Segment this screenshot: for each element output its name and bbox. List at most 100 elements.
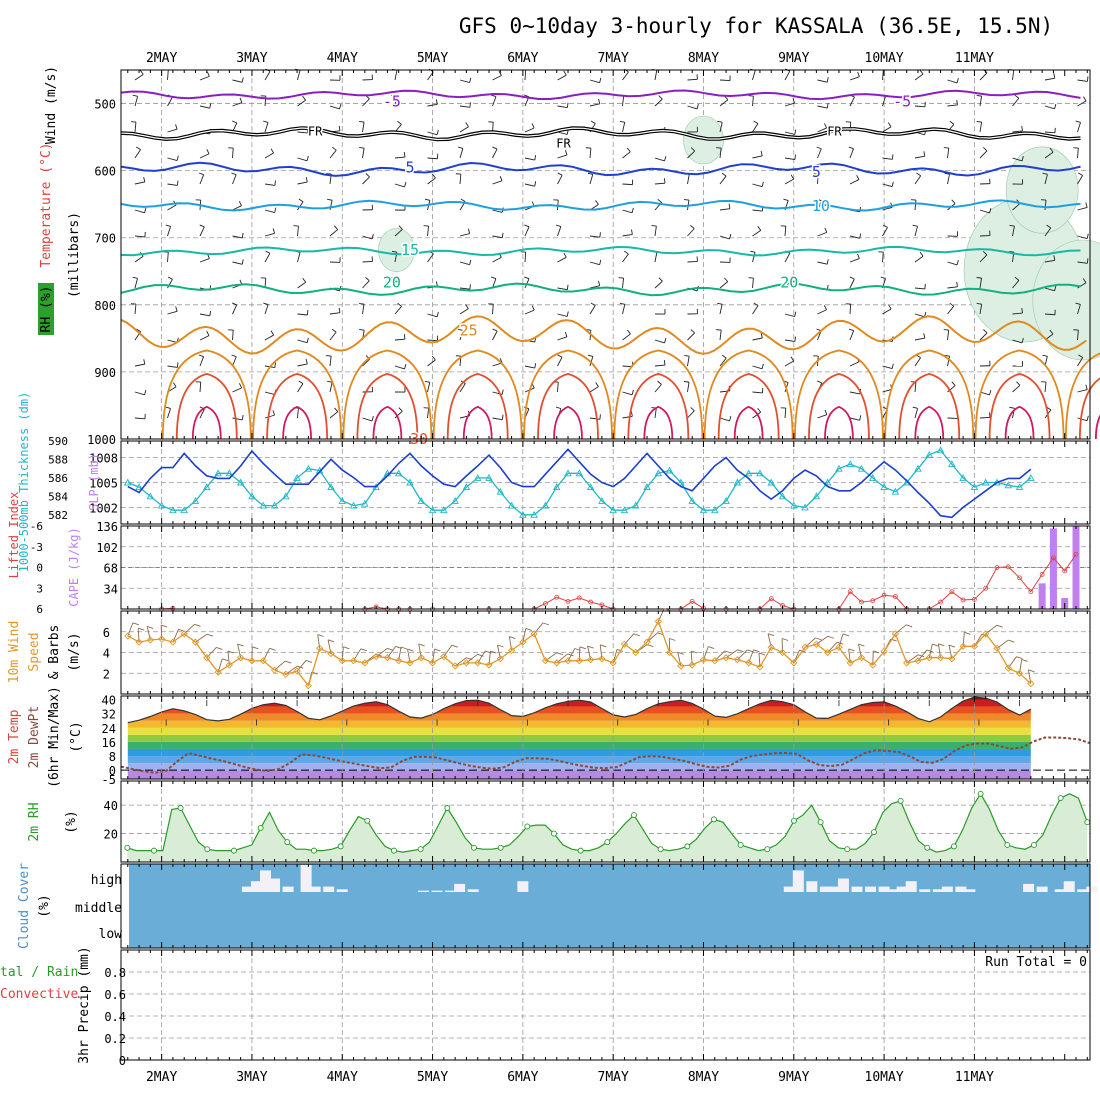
- high-cloud-bar: [792, 870, 804, 892]
- cloud-cover-panel: low middle high: [75, 863, 1098, 949]
- thickness-marker: [349, 501, 358, 509]
- wind-speed-marker: [632, 648, 640, 657]
- precip-tick-label: 0.4: [104, 1010, 126, 1024]
- wind-speed-marker: [1015, 669, 1024, 677]
- wind-barb: [579, 646, 587, 650]
- wind-barb: [784, 339, 795, 342]
- wind-barb: [817, 105, 828, 109]
- wind-barb: [690, 329, 695, 334]
- wind-barb: [784, 131, 795, 135]
- wind-barb: [360, 648, 367, 652]
- wind-barb: [947, 330, 950, 341]
- thickness-marker: [598, 497, 606, 504]
- top-date-label: 2MAY: [146, 51, 177, 66]
- wind-barb: [917, 654, 925, 658]
- dewpoint-axis-label: 2m DewPt: [27, 706, 42, 769]
- wind-barb: [1082, 96, 1087, 102]
- wind-barb: [979, 332, 988, 341]
- wind-barb: [982, 251, 988, 256]
- wind-barb: [272, 228, 276, 234]
- wind-barb: [687, 78, 698, 81]
- temp-band: [127, 756, 1031, 764]
- wind-barb: [459, 287, 470, 290]
- wind-barb: [365, 173, 370, 178]
- panel-frame: [120, 863, 1091, 949]
- wind-barb: [492, 235, 503, 239]
- wind-barb: [654, 384, 662, 393]
- wind-barb: [1075, 120, 1081, 123]
- wind-barb: [231, 172, 237, 176]
- high-cloud-bar: [300, 865, 312, 892]
- wind-barb: [391, 277, 397, 279]
- temperature-contour-25: [703, 349, 794, 440]
- wind-barb: [654, 408, 657, 419]
- wind-barb: [989, 390, 992, 396]
- wind-barb: [784, 102, 795, 107]
- wind-barb: [717, 302, 723, 305]
- wind-barb: [427, 253, 434, 263]
- wind-speed-marker: [282, 670, 290, 678]
- wind-barb: [492, 417, 503, 421]
- rh-marker: [737, 841, 744, 848]
- wind-speed-marker: [507, 646, 516, 655]
- wind-barb: [1021, 337, 1024, 344]
- wind-barb: [459, 330, 464, 341]
- wind-barb: [173, 382, 177, 388]
- wind-barb: [241, 77, 244, 83]
- lifted-index-line: [838, 590, 908, 610]
- wind-barb: [263, 302, 269, 305]
- wind-barb: [919, 251, 924, 257]
- wind-barb: [891, 154, 894, 160]
- wind-barb: [790, 356, 795, 362]
- wind-speed-marker: [519, 638, 527, 646]
- wind-barb: [626, 329, 631, 335]
- rh-marker: [311, 847, 317, 854]
- temperature-contour-30: [537, 372, 599, 440]
- high-cloud-bar: [819, 886, 831, 892]
- wind-speed-marker: [428, 659, 437, 667]
- wind-speed-marker: [970, 642, 979, 650]
- wind-barb: [1044, 77, 1055, 81]
- wind-barb: [924, 311, 927, 317]
- thickness-marker: [428, 506, 437, 514]
- wind-barb: [563, 252, 567, 258]
- wind-barb: [297, 281, 306, 289]
- wind-barb: [557, 336, 568, 341]
- wind-barb: [492, 256, 502, 263]
- wind-barb: [747, 649, 754, 653]
- wind-barb: [826, 77, 829, 83]
- contour-label: -5: [383, 93, 401, 111]
- rh-marker: [337, 843, 344, 850]
- wind-barb: [232, 356, 237, 367]
- rh-marker: [524, 823, 531, 830]
- wind-barb: [1014, 276, 1020, 281]
- wind-barb: [696, 104, 699, 110]
- wind-barb: [459, 308, 469, 315]
- wind-barb: [912, 224, 918, 227]
- wind-barb: [926, 649, 933, 653]
- precip-tick-label: 0.6: [104, 988, 126, 1002]
- wind-barb: [238, 201, 242, 206]
- wind-barb: [757, 226, 762, 231]
- contour-label: -5: [893, 93, 911, 111]
- wind-speed-marker: [270, 666, 279, 674]
- wind-barb: [397, 302, 402, 307]
- wind-barb: [1044, 105, 1055, 110]
- wind-barb: [491, 94, 497, 98]
- rh-legend-swatch: [38, 283, 54, 335]
- wind-barb: [859, 233, 862, 239]
- wind-barb: [264, 414, 275, 419]
- wind-barb: [459, 173, 462, 185]
- wind-speed-marker: [801, 643, 809, 651]
- wind-barb: [418, 643, 425, 647]
- wind-barb: [492, 303, 494, 315]
- wind-barb: [492, 362, 503, 367]
- wind-barb: [209, 310, 212, 316]
- thickness-marker: [451, 497, 459, 504]
- thickness-tick-label: 582: [48, 509, 68, 522]
- wind-speed-marker: [327, 649, 335, 658]
- top-date-label: 4MAY: [327, 51, 358, 66]
- wind-barb: [1021, 155, 1024, 162]
- wind-barb: [956, 99, 958, 106]
- high-cloud-bar: [309, 886, 321, 892]
